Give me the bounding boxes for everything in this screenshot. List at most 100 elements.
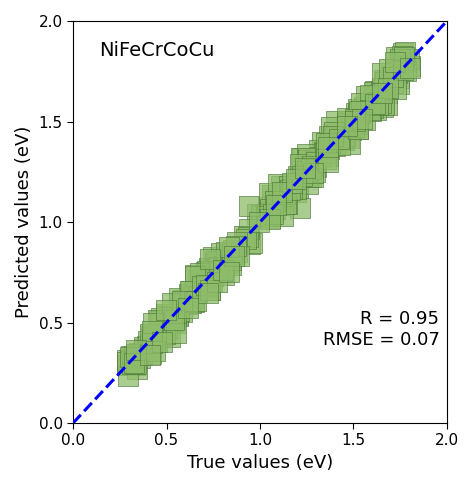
Point [166, 313, 174, 320]
Point [313, 158, 320, 166]
Point [277, 183, 284, 190]
Point [196, 269, 203, 277]
Point [357, 99, 365, 107]
Point [166, 333, 174, 341]
Point [304, 154, 311, 162]
Point [383, 90, 391, 97]
Point [264, 203, 272, 210]
Point [400, 54, 408, 61]
Point [133, 365, 141, 373]
Point [322, 139, 329, 147]
Point [219, 262, 227, 270]
Point [190, 298, 198, 306]
Point [235, 252, 242, 260]
Point [367, 108, 375, 115]
Point [147, 350, 155, 358]
Point [215, 262, 222, 270]
Point [307, 167, 314, 174]
Point [210, 273, 217, 281]
Point [303, 167, 311, 175]
Point [179, 296, 186, 303]
Point [374, 98, 382, 106]
Point [292, 188, 300, 196]
Point [143, 347, 151, 355]
Point [377, 87, 384, 95]
Point [330, 129, 338, 136]
Point [271, 206, 279, 213]
Point [324, 158, 331, 166]
Point [371, 100, 379, 108]
Point [331, 133, 339, 141]
Point [344, 117, 352, 125]
Point [353, 109, 360, 116]
Point [248, 240, 256, 247]
X-axis label: True values (eV): True values (eV) [187, 454, 333, 472]
Point [242, 235, 249, 243]
Point [253, 210, 261, 218]
Point [219, 266, 227, 274]
Point [144, 337, 151, 345]
Point [311, 168, 319, 176]
Point [175, 300, 182, 307]
Point [137, 355, 144, 362]
Point [153, 337, 160, 345]
Point [225, 254, 232, 262]
Point [184, 304, 191, 312]
Point [332, 117, 340, 125]
Point [383, 77, 391, 85]
Point [305, 167, 313, 174]
Point [161, 331, 169, 338]
Point [224, 259, 232, 266]
Point [202, 281, 210, 288]
Point [257, 211, 265, 219]
Point [288, 179, 296, 187]
Point [322, 155, 330, 163]
Point [278, 192, 285, 200]
Point [315, 146, 323, 154]
Point [392, 66, 399, 74]
Point [350, 123, 358, 131]
Point [310, 173, 317, 181]
Point [211, 266, 219, 274]
Point [143, 342, 151, 350]
Point [156, 333, 164, 341]
Point [245, 203, 253, 210]
Point [327, 139, 334, 147]
Point [272, 201, 280, 208]
Point [162, 312, 170, 319]
Point [132, 350, 140, 357]
Point [266, 215, 273, 223]
Point [206, 286, 213, 294]
Point [280, 212, 287, 220]
Point [178, 308, 186, 316]
Point [138, 351, 146, 358]
Point [271, 201, 279, 209]
Point [164, 325, 171, 333]
Point [194, 276, 202, 284]
Point [285, 182, 293, 190]
Point [351, 117, 358, 125]
Point [335, 135, 342, 143]
Point [282, 190, 289, 198]
Point [127, 357, 134, 365]
Point [379, 104, 387, 112]
Point [173, 329, 180, 337]
Point [196, 281, 204, 289]
Point [211, 261, 219, 268]
Point [266, 215, 274, 223]
Point [228, 256, 235, 264]
Point [132, 361, 139, 369]
Point [371, 87, 379, 95]
Point [209, 253, 217, 261]
Point [265, 189, 273, 197]
Point [278, 188, 285, 196]
Point [354, 111, 362, 118]
Point [341, 136, 348, 144]
Point [217, 248, 225, 256]
Point [158, 338, 166, 346]
Point [240, 232, 247, 240]
Point [271, 198, 278, 206]
Point [370, 88, 378, 96]
Point [380, 76, 388, 84]
Point [171, 316, 178, 324]
